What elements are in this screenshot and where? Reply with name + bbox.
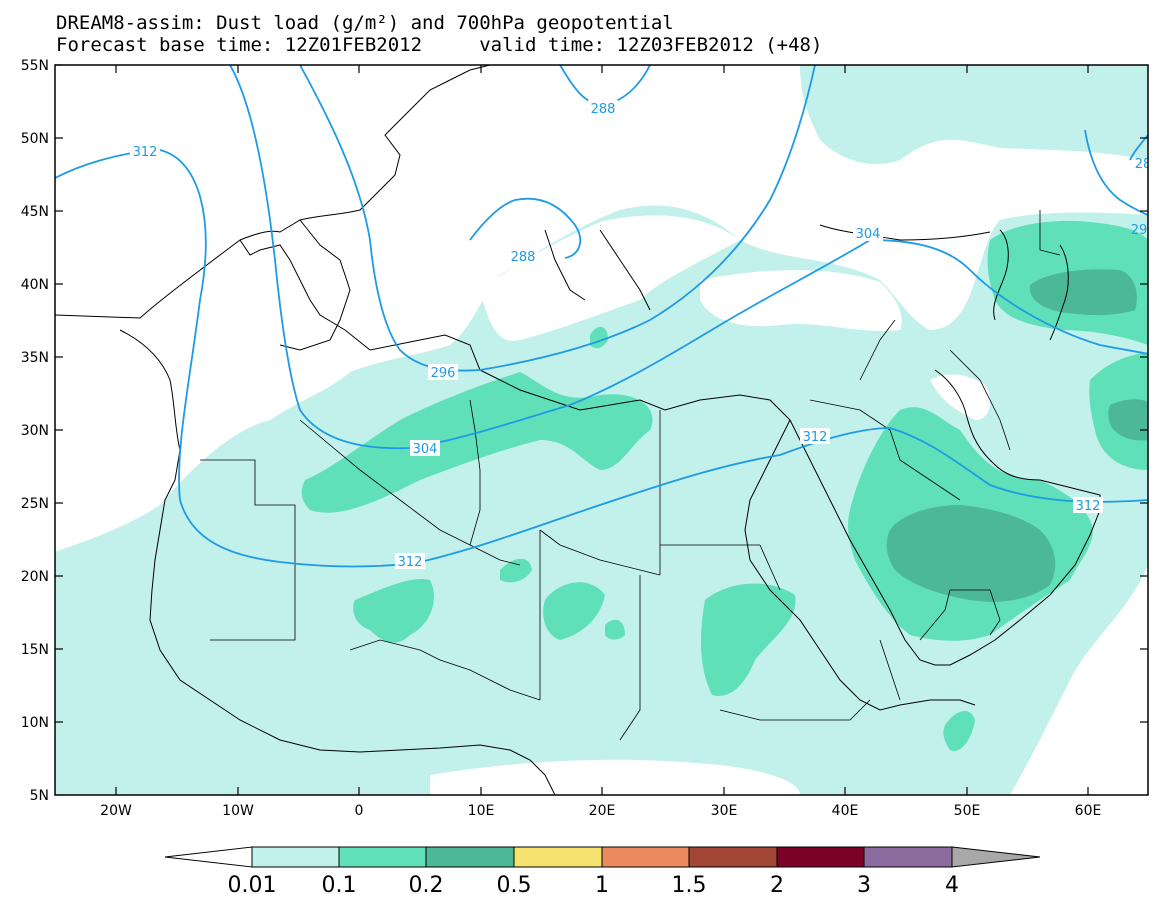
colorbar-label: 3 [857, 873, 871, 898]
colorbar-bin [863, 846, 953, 868]
lon-label: 0 [355, 803, 364, 819]
colorbar-bin [251, 846, 340, 868]
colorbar-label: 0.2 [409, 873, 444, 898]
lat-label: 5N [30, 788, 49, 804]
dust-area-dark-iran [1108, 399, 1148, 441]
lat-label: 35N [21, 350, 49, 366]
contour-label: 312 [398, 555, 423, 570]
lon-label: 40E [832, 803, 859, 819]
lat-label: 20N [21, 569, 49, 585]
lon-label: 10W [222, 803, 254, 819]
clear-area-south [430, 759, 800, 795]
lat-label: 25N [21, 496, 49, 512]
colorbar-bin [425, 846, 515, 868]
lon-label: 60E [1075, 803, 1102, 819]
clear-area-turkey [700, 270, 902, 332]
lon-labels: 20W 10W 0 10E 20E 30E 40E 50E 60E [100, 803, 1101, 819]
colorbar-label: 0.1 [322, 873, 357, 898]
lon-label: 20E [589, 803, 616, 819]
contour-label: 288 [511, 250, 536, 265]
dust-area-light [55, 205, 1148, 795]
lon-label: 20W [100, 803, 132, 819]
map-title: DREAM8-assim: Dust load (g/m²) and 700hP… [56, 12, 674, 34]
dust-area-medium-chad-small [500, 558, 532, 583]
colorbar-under-arrow [164, 846, 253, 868]
lat-label: 15N [21, 642, 49, 658]
lon-label: 10E [468, 803, 495, 819]
contour-label: 28 [1135, 157, 1152, 172]
dust-area-dark-turkmen [1029, 269, 1137, 316]
lat-label: 10N [21, 715, 49, 731]
lat-label: 45N [21, 204, 49, 220]
lat-labels: 55N 50N 45N 40N 35N 30N 25N 20N 15N 10N … [21, 58, 49, 804]
contour-label: 296 [431, 366, 456, 381]
contour-labels: 312 288 288 304 296 304 312 312 312 28 2… [133, 102, 1152, 570]
dust-area-medium-somalia [943, 710, 975, 751]
contour-304 [229, 65, 1148, 450]
colorbar-label: 0.01 [228, 873, 277, 898]
forecast-times: Forecast base time: 12Z01FEB2012 valid t… [56, 34, 823, 56]
country-borders [200, 210, 1061, 741]
dust-area-medium-sudan [700, 583, 796, 696]
colorbar-bin [513, 846, 603, 868]
colorbar-bin [338, 846, 427, 868]
contour-296 [299, 65, 816, 372]
colorbar-label: 4 [945, 873, 959, 898]
contour-label: 304 [413, 442, 438, 457]
colorbar-label: 2 [770, 873, 784, 898]
dust-area-medium-chad-small2 [605, 619, 625, 640]
contour-label: 312 [133, 145, 158, 160]
clear-area-europe [480, 215, 740, 341]
lon-label: 30E [711, 803, 738, 819]
lon-label: 50E [954, 803, 981, 819]
colorbar-label: 1.5 [672, 873, 707, 898]
colorbar-over-arrow [951, 846, 1041, 868]
dust-area-dark-arabia [886, 505, 1056, 602]
dust-area-medium-mali [353, 579, 434, 643]
lat-label: 30N [21, 423, 49, 439]
contour-29-east [1129, 134, 1148, 161]
lat-label: 50N [21, 131, 49, 147]
contour-label: 312 [1076, 499, 1101, 514]
contour-label: 312 [803, 430, 828, 445]
colorbar-label: 0.5 [497, 873, 532, 898]
contour-label: 288 [591, 102, 616, 117]
colorbar-bin [688, 846, 778, 868]
colorbar [164, 846, 1041, 868]
colorbar-label: 1 [595, 873, 609, 898]
colorbar-bin [601, 846, 690, 868]
colorbar-bin [776, 846, 865, 868]
contour-288-adriatic [469, 197, 582, 259]
colorbar-labels: 0.01 0.1 0.2 0.5 1 1.5 2 3 4 [228, 873, 959, 898]
dust-area-light-north [800, 65, 1148, 164]
contour-label: 29 [1131, 223, 1148, 238]
dust-area-medium-niger [543, 582, 605, 640]
lat-label: 55N [21, 58, 49, 74]
lat-label: 40N [21, 277, 49, 293]
lat-ticks [55, 64, 1148, 723]
lon-ticks [115, 65, 1089, 795]
contour-label: 304 [856, 227, 881, 242]
contour-label-boxes [130, 100, 1103, 569]
contour-28-east [1084, 129, 1148, 216]
